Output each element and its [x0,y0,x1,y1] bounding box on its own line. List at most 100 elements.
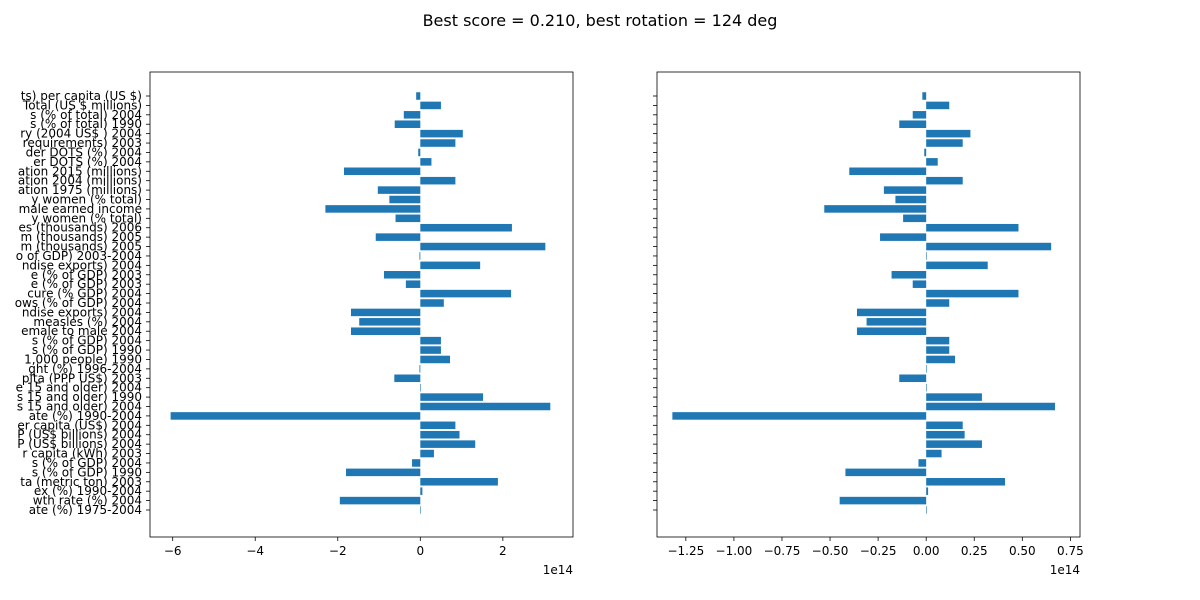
bar [926,289,1019,298]
bar [926,346,950,354]
bar [926,449,942,458]
y-tick-label: m (thousands) 2005 [20,240,142,254]
y-tick-label: ation 2004 (millions) [18,174,142,188]
bar [926,355,956,364]
y-tick-label: y women (% total) [31,193,142,207]
y-tick-label: es (thousands) 2006 [18,221,142,235]
x-tick-label: −1.00 [716,544,753,558]
bar [926,158,938,166]
bar [912,111,927,119]
bar [420,506,421,514]
bar [420,449,434,458]
y-tick-label: m (thousands) 2005 [20,230,142,244]
y-tick-label: wth rate (%) 2004 [33,494,142,508]
bar [419,252,421,260]
y-tick-label: s (% of GDP) 2004 [32,456,142,470]
bar [918,459,927,467]
bar [420,176,456,185]
y-tick-label: s (% of GDP) 2004 [32,334,142,348]
bar [420,223,512,232]
bar [359,318,421,326]
bar [883,186,927,194]
y-tick-label: requirements) 2003 [23,136,142,150]
x-tick-label: −6 [164,544,182,558]
bar [420,242,546,251]
bar [926,299,950,307]
bar [926,506,927,514]
bar [420,355,451,364]
y-tick-label: e (% of GDP) 2003 [31,268,142,282]
y-tick-label: pita (PPP US$) 2003 [22,371,142,385]
y-tick-label: ex (%) 1990-2004 [34,484,142,498]
bar [418,148,421,157]
bar [405,280,421,288]
bar [346,468,421,477]
right-subplot: −1.25 −1.00 −0.75 −0.50 −0.25 0.00 0.25 0.50 0.7… [653,71,1084,577]
bar [420,478,498,486]
bar [856,308,927,317]
bar [926,487,929,495]
y-tick-label: ta (metric ton) 2003 [20,475,142,489]
x-tick-label: 0.00 [913,544,940,558]
bar [394,374,421,383]
x-tick-label: 0.25 [961,544,988,558]
bar [420,101,441,110]
bar [926,430,965,439]
x-tick-label: 0.75 [1057,544,1084,558]
y-tick-label: e 15 and older) 2004 [16,381,142,395]
bar [926,176,963,185]
bar [416,92,421,100]
bar [926,440,982,448]
bar [891,271,927,279]
x-tick-label: 0.50 [1009,544,1036,558]
bar [420,487,423,495]
y-tick-label: der DOTS (%) 2004 [26,145,142,159]
bar [926,129,971,138]
y-tick-label: o of GDP) 2003-2004 [16,249,142,263]
y-tick-label: 1,000 people) 1990 [24,352,142,366]
bar [912,280,927,288]
x-offset-label: 1e14 [543,563,573,577]
x-tick-label: −0.25 [860,544,897,558]
bar [375,233,421,241]
bar [420,289,512,298]
x-tick-label: −0.75 [764,544,801,558]
bar [420,440,476,448]
bar [412,459,421,467]
bar [845,468,927,477]
bar [420,129,463,138]
bar [420,139,456,147]
axes-frame [149,71,574,538]
y-tick-label: y women (% total) [31,211,142,225]
y-tick-label: ate (%) 1990-2004 [29,409,142,423]
bar [377,186,421,194]
bar [394,120,421,128]
x-tick-label: −0.50 [812,544,849,558]
x-offset-label: 1e14 [1050,563,1080,577]
bar [926,223,1019,232]
x-tick-label: 2 [499,544,507,558]
bar [420,346,441,354]
bar [849,167,927,176]
bar [926,393,982,401]
bar [926,383,927,392]
y-tick-label: er DOTS (%) 2004 [33,155,142,169]
bar [899,120,927,128]
bar [420,393,484,401]
x-tick-label: −4 [246,544,264,558]
left-subplot: −6 −4 −2 0 2 1e14 ts) per capita (US $)Total (… [15,71,574,577]
figure-title: Best score = 0.210, best rotation = 124 … [423,11,778,30]
y-tick-label: s (% of total) 2004 [30,108,142,122]
y-tick-label: s 15 and older) 1990 [17,390,142,404]
y-tick-label: ry (2004 US$ ) 2004 [20,127,142,141]
bar [420,402,551,411]
bar [420,299,444,307]
y-tick-label: emale to male 2004 [21,324,142,338]
bar [922,92,927,100]
y-tick-label: s (% of GDP) 1990 [32,465,142,479]
bar [420,421,456,430]
bar [395,214,421,223]
y-tick-label: ate (%) 1975-2004 [29,503,142,517]
bar [926,336,950,345]
